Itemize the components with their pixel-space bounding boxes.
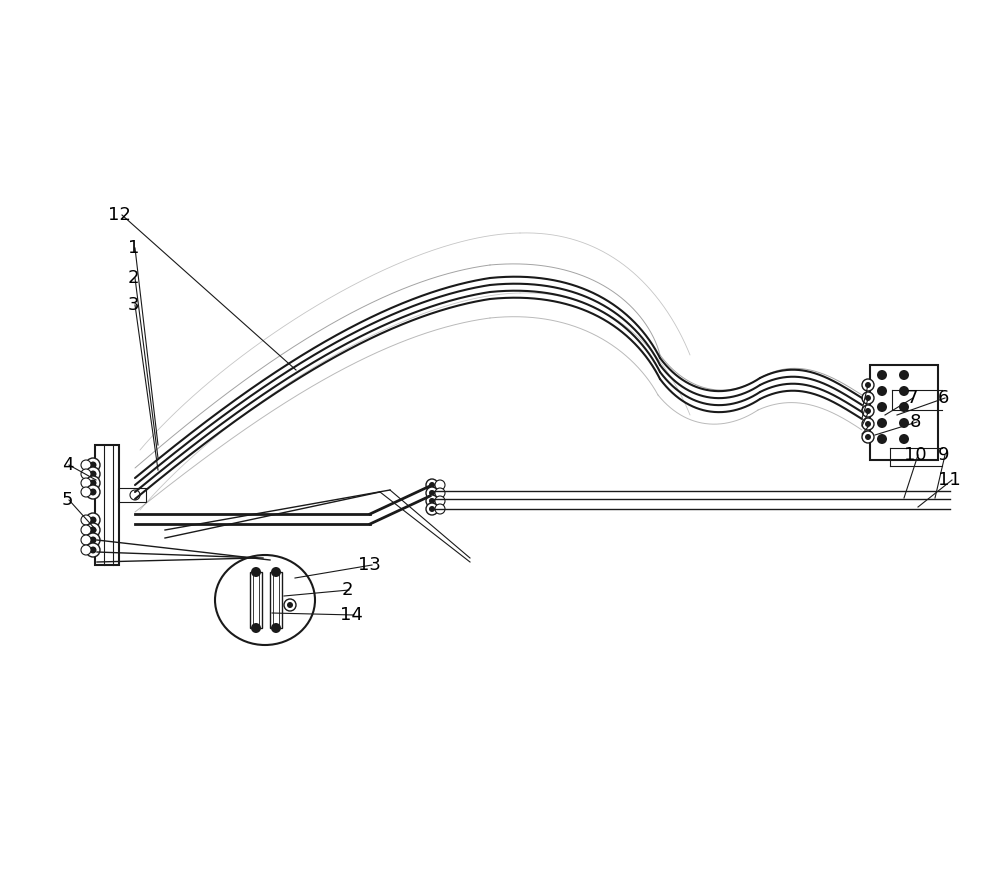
Circle shape [429, 506, 435, 512]
Circle shape [877, 386, 887, 396]
Text: 3: 3 [128, 296, 140, 314]
Circle shape [899, 386, 909, 396]
Circle shape [90, 479, 96, 486]
Circle shape [90, 526, 96, 533]
Circle shape [90, 470, 96, 477]
Text: 14: 14 [340, 606, 363, 624]
Bar [870, 365, 938, 460]
Circle shape [429, 498, 435, 504]
Circle shape [429, 490, 435, 496]
Circle shape [86, 467, 100, 481]
Circle shape [81, 515, 91, 525]
Text: 2: 2 [128, 269, 140, 287]
Circle shape [90, 489, 96, 496]
Text: 6: 6 [938, 389, 949, 407]
Circle shape [251, 567, 261, 577]
Circle shape [899, 418, 909, 428]
Circle shape [86, 543, 100, 557]
Text: 2: 2 [342, 581, 354, 599]
Circle shape [81, 545, 91, 555]
Circle shape [86, 458, 100, 472]
Circle shape [862, 392, 874, 404]
Text: 12: 12 [108, 206, 131, 224]
Circle shape [251, 623, 261, 633]
Circle shape [86, 485, 100, 499]
Circle shape [862, 418, 874, 430]
Circle shape [90, 517, 96, 524]
Circle shape [81, 478, 91, 488]
Circle shape [865, 395, 871, 401]
Circle shape [899, 434, 909, 444]
Circle shape [90, 536, 96, 543]
Circle shape [429, 482, 435, 488]
Circle shape [865, 408, 871, 414]
Circle shape [862, 379, 874, 391]
Circle shape [86, 533, 100, 547]
Circle shape [435, 496, 445, 506]
Text: 9: 9 [938, 446, 950, 464]
Circle shape [426, 495, 438, 507]
Circle shape [271, 623, 281, 633]
Text: 8: 8 [910, 413, 921, 431]
Circle shape [81, 487, 91, 497]
Circle shape [877, 370, 887, 380]
Bar [118, 488, 146, 502]
Circle shape [862, 431, 874, 443]
Circle shape [865, 382, 871, 388]
Circle shape [86, 476, 100, 490]
Text: 4: 4 [62, 456, 74, 474]
Circle shape [426, 487, 438, 499]
Circle shape [435, 504, 445, 514]
Circle shape [435, 480, 445, 490]
Bar [95, 445, 119, 565]
Text: 13: 13 [358, 556, 381, 574]
Text: 7: 7 [906, 389, 918, 407]
Circle shape [86, 513, 100, 527]
Circle shape [426, 479, 438, 491]
Circle shape [86, 523, 100, 537]
Circle shape [426, 503, 438, 515]
Circle shape [271, 567, 281, 577]
Circle shape [90, 462, 96, 469]
Circle shape [862, 405, 874, 417]
Circle shape [90, 547, 96, 554]
Text: 1: 1 [128, 239, 139, 257]
Circle shape [81, 525, 91, 535]
Circle shape [284, 599, 296, 611]
Circle shape [877, 418, 887, 428]
Bar [250, 572, 262, 628]
Circle shape [81, 535, 91, 545]
Circle shape [435, 488, 445, 498]
Text: 10: 10 [904, 446, 927, 464]
Circle shape [865, 421, 871, 427]
Text: 5: 5 [62, 491, 74, 509]
Circle shape [81, 469, 91, 479]
Circle shape [899, 402, 909, 412]
Circle shape [865, 434, 871, 440]
Circle shape [877, 402, 887, 412]
Circle shape [81, 460, 91, 470]
Circle shape [899, 370, 909, 380]
Circle shape [877, 434, 887, 444]
Circle shape [287, 602, 293, 608]
Bar [270, 572, 282, 628]
Circle shape [130, 490, 140, 500]
Text: 11: 11 [938, 471, 961, 489]
